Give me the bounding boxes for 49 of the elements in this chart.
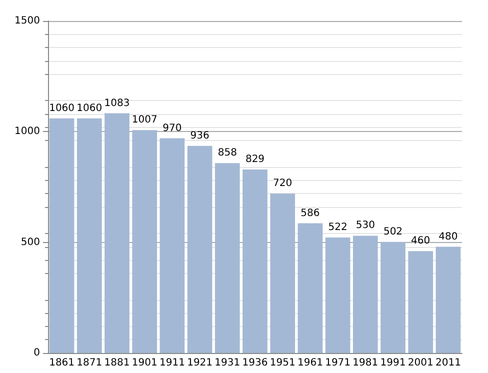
x-tick-label: 1871 <box>76 358 102 368</box>
x-tick-label: 1936 <box>242 358 268 368</box>
data-label: 829 <box>245 154 265 166</box>
x-tick-label: 1981 <box>352 358 378 368</box>
x-tick-label: 1861 <box>49 358 75 368</box>
data-label: 1060 <box>49 102 75 114</box>
y-tick-label: 0 <box>34 348 40 358</box>
bar <box>436 246 461 353</box>
bar <box>132 130 158 353</box>
bar <box>214 163 240 353</box>
bar <box>270 194 296 353</box>
data-label: 720 <box>273 178 292 190</box>
bar <box>352 236 378 353</box>
bar <box>325 237 350 353</box>
bar <box>104 113 130 353</box>
data-label: 1007 <box>132 114 158 126</box>
x-tick-label: 2001 <box>408 358 434 368</box>
x-tick-label: 1911 <box>159 358 185 368</box>
x-tick-label: 2011 <box>435 358 461 368</box>
x-tick-label: 1931 <box>214 358 240 368</box>
data-label: 480 <box>438 231 458 242</box>
y-tick-label: 1500 <box>14 16 40 26</box>
data-label: 586 <box>300 208 320 219</box>
data-label: 460 <box>411 236 430 247</box>
x-tick-label: 1971 <box>325 358 351 368</box>
data-label: 1083 <box>104 98 130 109</box>
bar <box>380 242 406 353</box>
data-label: 936 <box>190 130 210 142</box>
bar <box>76 118 102 353</box>
x-tick-label: 1991 <box>380 358 406 368</box>
data-label: 502 <box>383 226 403 238</box>
x-tick-label: 1961 <box>297 358 323 368</box>
bar <box>160 138 185 353</box>
y-tick-label: 1000 <box>14 126 40 138</box>
x-tick-label: 1921 <box>187 358 213 368</box>
bar <box>187 146 212 353</box>
x-tick-label: 1901 <box>132 358 158 368</box>
bar <box>242 170 268 353</box>
x-tick-label: 1951 <box>270 358 296 368</box>
data-label: 1060 <box>76 102 102 114</box>
data-label: 858 <box>218 148 237 159</box>
bar <box>49 118 74 353</box>
bar <box>298 223 323 353</box>
data-label: 530 <box>356 220 375 232</box>
y-tick-label: 500 <box>20 236 40 248</box>
x-tick-label: 1881 <box>104 358 130 368</box>
data-label: 970 <box>162 122 182 134</box>
data-label: 522 <box>328 222 348 233</box>
bar <box>408 251 434 353</box>
